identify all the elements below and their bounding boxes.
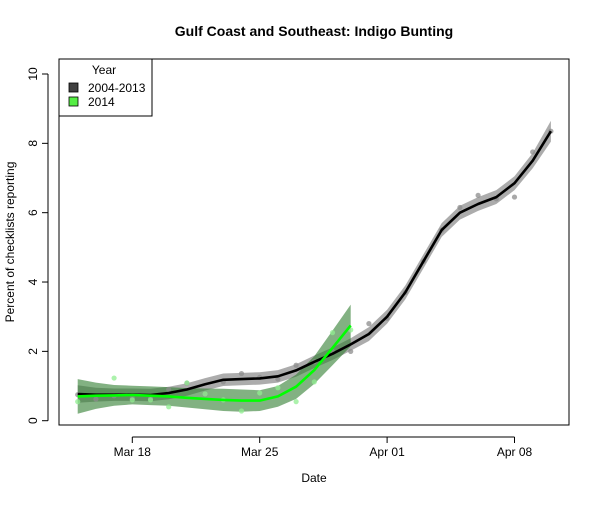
- x-axis-label: Date: [301, 471, 327, 485]
- data-point-2014: [147, 397, 154, 403]
- y-tick-label: 10: [26, 67, 40, 81]
- y-tick-label: 0: [26, 417, 40, 424]
- data-point-2004-2013: [166, 386, 172, 393]
- data-point-2004-2013: [238, 370, 245, 377]
- x-axis: Mar 18 Mar 25 Apr 01 Apr 08: [114, 436, 533, 459]
- data-point-2004-2013: [93, 396, 99, 402]
- confidence-band-2014: [77, 304, 351, 414]
- y-tick-label: 2: [26, 348, 40, 355]
- legend-swatch-2004-2013: [68, 82, 79, 93]
- legend: Year 2004-2013 2014: [58, 58, 153, 117]
- data-point-2014: [329, 330, 336, 336]
- data-point-2004-2013: [530, 149, 536, 155]
- data-point-2004-2013: [511, 194, 518, 200]
- smooth-lines: [77, 130, 553, 402]
- legend-title: Year: [92, 63, 116, 77]
- data-point-2014: [202, 391, 208, 397]
- data-point-2004-2013: [457, 204, 463, 211]
- data-point-2014: [75, 399, 81, 405]
- y-tick-label: 4: [26, 278, 40, 285]
- data-point-2014: [257, 390, 263, 396]
- data-point-2004-2013: [275, 376, 281, 382]
- smooth-line-2014: [77, 324, 352, 402]
- data-point-2004-2013: [366, 321, 372, 327]
- smooth-line-2004-2013: [77, 130, 553, 397]
- data-point-2014: [129, 397, 135, 403]
- x-tick-label: Mar 25: [241, 445, 279, 459]
- data-point-2014: [238, 408, 245, 414]
- y-tick-label: 6: [26, 209, 40, 216]
- chart-title: Gulf Coast and Southeast: Indigo Bunting: [175, 23, 453, 39]
- data-point-2014: [275, 385, 281, 391]
- legend-label-2014: 2014: [88, 95, 115, 109]
- data-point-2014: [184, 380, 190, 386]
- plot-frame: [58, 58, 570, 426]
- legend-swatch-2014: [68, 96, 79, 107]
- data-point-2004-2013: [293, 362, 299, 368]
- data-point-2014: [166, 404, 172, 410]
- data-point-2014: [111, 375, 117, 381]
- data-point-2004-2013: [348, 348, 354, 354]
- x-tick-label: Mar 18: [114, 445, 152, 459]
- confidence-bands: [77, 120, 551, 414]
- data-point-2014: [293, 399, 299, 405]
- y-tick-label: 8: [26, 140, 40, 147]
- y-axis-label: Percent of checklists reporting: [3, 162, 17, 323]
- data-points: [75, 128, 554, 414]
- data-point-2014: [311, 379, 317, 385]
- legend-label-2004-2013: 2004-2013: [88, 81, 146, 95]
- x-tick-label: Apr 08: [497, 445, 533, 459]
- x-tick-label: Apr 01: [369, 445, 405, 459]
- y-axis: 0 2 4 6 8 10: [26, 67, 49, 424]
- data-point-2004-2013: [475, 192, 481, 198]
